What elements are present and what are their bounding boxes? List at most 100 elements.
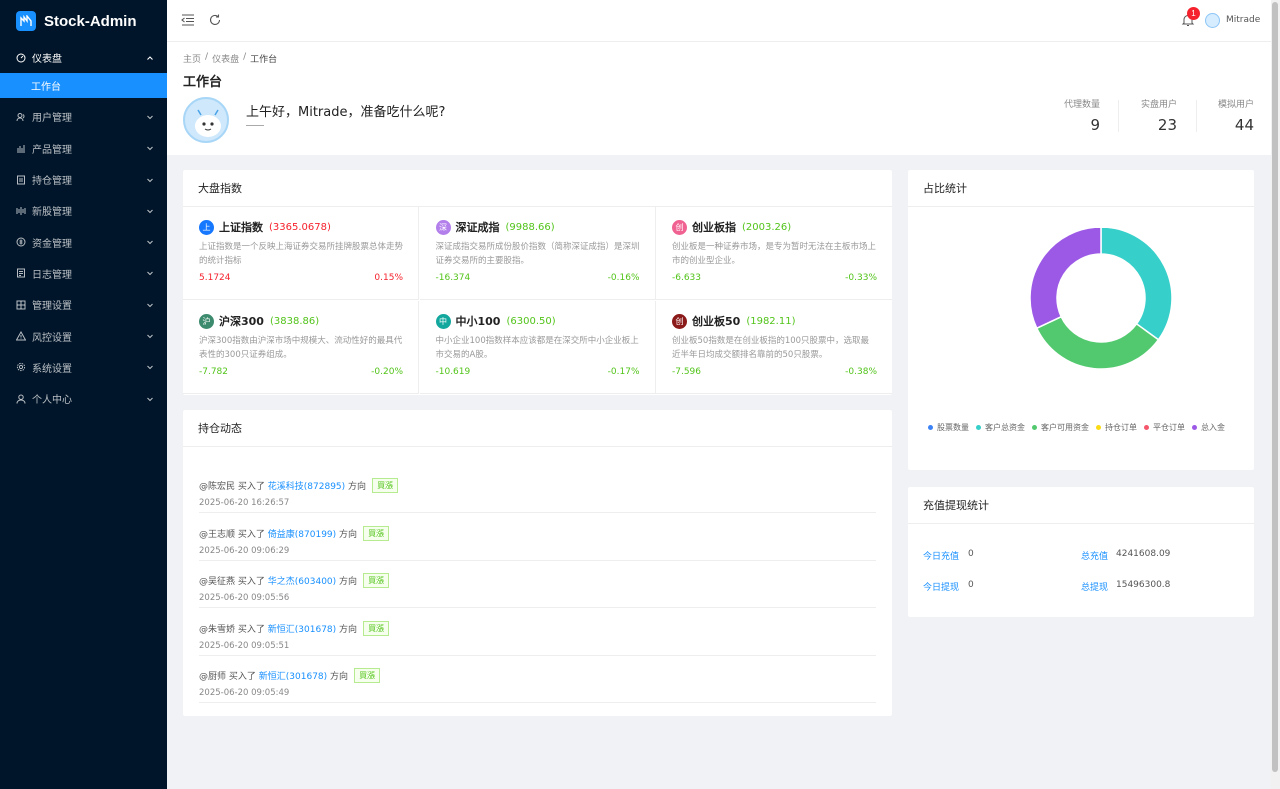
legend-label: 客户可用资金 [1041, 423, 1089, 432]
sidebar-item-4[interactable]: 新股管理 [0, 195, 167, 226]
recharge-withdraw-card: 充值提现统计 今日充值 0 总充值 4241608.09 今日提现 0 总提现 … [908, 487, 1254, 617]
refresh-icon[interactable] [208, 13, 222, 27]
list-item: @朱雪娇 买入了 新恒汇(301678) 方向 買漲 2025-06-20 09:0… [199, 608, 876, 656]
list-item: @陈宏民 买入了 花溪科技(872895) 方向 買漲 2025-06-20 16:… [199, 465, 876, 513]
index-card[interactable]: 沪沪深300 (3838.86) 沪深300指数由沪深市场中规模大、流动性好的最具代… [183, 301, 419, 394]
dynamic-stock-link[interactable]: 新恒汇(301678) [267, 624, 337, 635]
menu-fold-icon[interactable] [181, 13, 195, 27]
sidebar-item-0[interactable]: 仪表盘 [0, 42, 167, 73]
greeting-text: 上午好，Mitrade，准备吃什么呢? [246, 105, 446, 120]
sidebar-item-3[interactable]: 持仓管理 [0, 164, 167, 195]
index-change-percent: -0.17% [607, 367, 640, 377]
index-value: (9988.66) [505, 221, 555, 233]
index-logo-icon: 上 [199, 219, 214, 235]
username[interactable]: Mitrade [1226, 15, 1261, 25]
sidebar: Stock-Admin 仪表盘 工作台 用户管理 产品管理 持仓管理新股管理资金管理 日志… [0, 0, 167, 789]
users-icon [16, 112, 25, 121]
index-description: 创业板是一种证券市场，是专为暂时无法在主板市场上市的创业型企业。 [672, 242, 877, 266]
index-card[interactable]: 深深证成指 (9988.66) 深证成指交易所成份股价指数（简称深证成指）是深圳证券… [419, 207, 656, 300]
index-card[interactable]: 中中小100 (6300.50) 中小企业100指数样本应该都是在深交所中小企业板上… [419, 301, 656, 394]
dynamic-line: @陈宏民 买入了 花溪科技(872895) 方向 買漲 [199, 478, 399, 493]
dynamic-time: 2025-06-20 09:05:49 [199, 688, 290, 698]
breadcrumb-home[interactable]: 主页 [183, 55, 202, 65]
dynamic-direction: 方向 [339, 577, 358, 587]
card-title: 充值提现统计 [908, 487, 1254, 524]
dynamic-direction: 方向 [348, 482, 367, 492]
page-title: 工作台 [183, 75, 223, 90]
direction-tag: 買漲 [363, 573, 390, 588]
index-description: 中小企业100指数样本应该都是在深交所中小企业板上市交易的A股。 [435, 336, 639, 360]
total-withdraw-label[interactable]: 总提现 [1081, 583, 1109, 593]
sidebar-item-6[interactable]: 日志管理 [0, 258, 167, 289]
legend-dot [1192, 425, 1197, 430]
index-card[interactable]: 创创业板50 (1982.11) 创业板50指数是在创业板指的100只股票中，选取最… [656, 301, 892, 394]
dynamic-stock-link[interactable]: 花溪科技(872895) [267, 482, 346, 492]
sidebar-item-label: 风控设置 [32, 332, 72, 344]
sidebar-item-10[interactable]: 个人中心 [0, 383, 167, 414]
list-item: @王志顺 买入了 倚益康(870199) 方向 買漲 2025-06-20 09:0… [199, 513, 876, 561]
app-name: Stock-Admin [44, 12, 137, 30]
legend-item[interactable]: 平仓订单 [1144, 422, 1185, 433]
sidebar-item-2[interactable]: 产品管理 [0, 133, 167, 164]
legend-item[interactable]: 客户总资金 [976, 422, 1025, 433]
legend-item[interactable]: 客户可用资金 [1032, 422, 1089, 433]
legend-dot [1096, 425, 1101, 430]
dynamic-time: 2025-06-20 16:26:57 [199, 498, 290, 508]
dynamic-user: @吴征燕 [199, 577, 236, 587]
sidebar-item-5[interactable]: 资金管理 [0, 226, 167, 257]
sidebar-item-1[interactable]: 用户管理 [0, 101, 167, 132]
index-header: 中中小100 (6300.50) [435, 313, 640, 329]
direction-tag: 買漲 [363, 525, 390, 541]
app-logo[interactable]: Stock-Admin [0, 0, 167, 42]
sidebar-item-9[interactable]: 系统设置 [0, 352, 167, 383]
index-card[interactable]: 上上证指数 (3365.0678) 上证指数是一个反映上海证券交易所挂牌股票总体走势… [183, 207, 419, 300]
legend-dot [1144, 425, 1149, 430]
sidebar-item-label: 个人中心 [32, 395, 72, 407]
index-value: (3365.0678) [269, 221, 331, 233]
chevron-down-icon [147, 209, 153, 214]
sidebar-item-8[interactable]: 风控设置 [0, 320, 167, 351]
dynamic-action: 买入了 [237, 482, 265, 492]
index-card[interactable]: 创创业板指 (2003.26) 创业板是一种证券市场，是专为暂时无法在主板市场上市的… [656, 207, 892, 300]
chevron-down-icon [147, 115, 153, 120]
breadcrumb: 主页 / 仪表盘 / 工作台 [183, 52, 277, 65]
index-footer: 5.1724 0.15% [199, 273, 403, 283]
index-name: 沪深300 [219, 315, 264, 328]
legend-item[interactable]: 持仓订单 [1096, 422, 1137, 433]
avatar[interactable] [1205, 13, 1220, 28]
sidebar-item-label: 新股管理 [32, 207, 72, 219]
stat-demo-users: 模拟用户 44 [1210, 97, 1254, 134]
divider [1196, 100, 1197, 132]
donut-slice-5[interactable] [1029, 228, 1102, 330]
index-description: 深证成指交易所成份股价指数（简称深证成指）是深圳证券交易所的主要股指。 [435, 242, 640, 266]
index-change-percent: 0.15% [374, 273, 403, 283]
dynamic-direction: 方向 [330, 672, 349, 682]
card-title: 持仓动态 [183, 410, 892, 447]
index-logo-icon: 深 [435, 219, 451, 235]
sidebar-subitem-workbench[interactable]: 工作台 [0, 73, 167, 99]
stat-agents: 代理数量 9 [1060, 97, 1100, 134]
user-icon [16, 394, 26, 404]
chart-legend: 股票数量 客户总资金 客户可用资金 持仓订单 平仓订单 总入金 [928, 422, 1225, 433]
greeting-subline [246, 125, 264, 126]
scrollbar-thumb[interactable] [1272, 2, 1278, 772]
direction-tag: 買漲 [363, 620, 390, 636]
chevron-down-icon [147, 146, 153, 151]
legend-item[interactable]: 总入金 [1192, 422, 1225, 433]
legend-label: 股票数量 [937, 423, 969, 432]
breadcrumb-dashboard[interactable]: 仪表盘 [212, 55, 240, 65]
dynamic-stock-link[interactable]: 新恒汇(301678) [258, 672, 328, 682]
donut-slice-1[interactable] [1100, 228, 1173, 341]
total-recharge-label[interactable]: 总充值 [1081, 552, 1109, 562]
index-footer: -10.619 -0.17% [436, 367, 640, 377]
index-name: 深证成指 [455, 221, 500, 234]
dynamic-stock-link[interactable]: 倚益康(870199) [267, 529, 337, 540]
today-recharge-label[interactable]: 今日充值 [923, 552, 960, 562]
dynamic-user: @陈宏民 [199, 482, 236, 492]
index-description: 上证指数是一个反映上海证券交易所挂牌股票总体走势的统计指标 [199, 242, 403, 266]
sidebar-item-7[interactable]: 管理设置 [0, 289, 167, 320]
legend-item[interactable]: 股票数量 [928, 422, 969, 433]
index-change-percent: -0.33% [845, 273, 877, 283]
dynamic-stock-link[interactable]: 华之杰(603400) [267, 577, 337, 587]
today-withdraw-label[interactable]: 今日提现 [923, 583, 960, 593]
